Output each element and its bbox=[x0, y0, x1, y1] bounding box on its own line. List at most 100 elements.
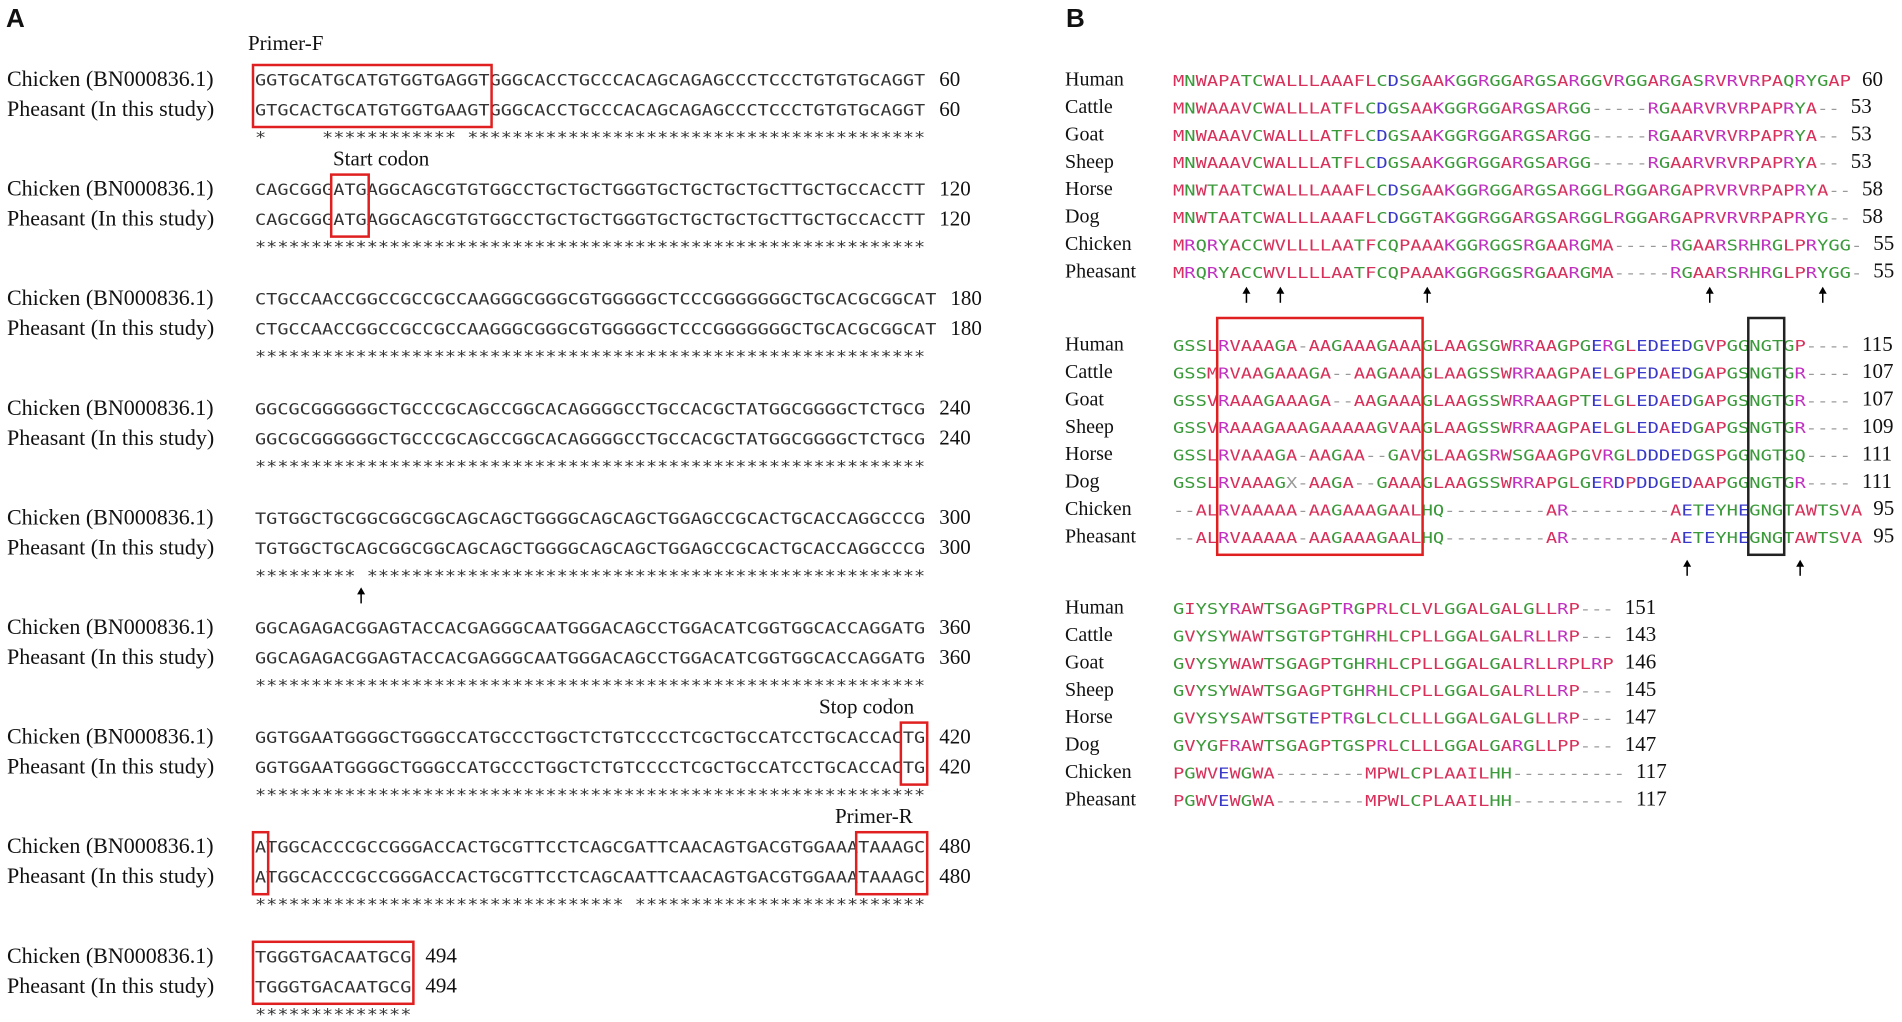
annotation: Start codon bbox=[333, 146, 430, 170]
consensus: ************** bbox=[255, 1004, 411, 1022]
residue: R bbox=[1557, 709, 1570, 727]
residue: H bbox=[1501, 764, 1512, 782]
residue: S bbox=[1275, 600, 1286, 618]
residue: A bbox=[1659, 364, 1670, 382]
residue: R bbox=[1376, 737, 1389, 755]
residue: P bbox=[1602, 654, 1613, 672]
residue: T bbox=[1241, 181, 1252, 199]
residue: - bbox=[1580, 791, 1591, 809]
residue: L bbox=[1286, 209, 1297, 227]
residue: G bbox=[1840, 236, 1851, 254]
residue: A bbox=[1580, 419, 1591, 437]
residue: M bbox=[1591, 236, 1602, 254]
residue: L bbox=[1207, 528, 1218, 546]
residue: D bbox=[1682, 419, 1693, 437]
residue: Q bbox=[1795, 446, 1806, 464]
species-name: Chicken bbox=[1065, 498, 1132, 520]
residue: - bbox=[1580, 709, 1591, 727]
residue: L bbox=[1309, 99, 1320, 117]
residue: - bbox=[1817, 364, 1828, 382]
residue: - bbox=[1512, 501, 1523, 519]
residue: V bbox=[1738, 181, 1749, 199]
residue: G bbox=[1173, 446, 1184, 464]
residue: L bbox=[1535, 627, 1546, 645]
residue: G bbox=[1783, 474, 1794, 492]
residue: V bbox=[1207, 791, 1218, 809]
annotation: Primer-R bbox=[835, 804, 913, 828]
residue: A bbox=[1456, 337, 1467, 355]
residue: G bbox=[1817, 72, 1828, 90]
residue: S bbox=[1489, 391, 1500, 409]
residue: L bbox=[1546, 627, 1557, 645]
residue: G bbox=[1614, 337, 1625, 355]
residue: C bbox=[1252, 181, 1263, 199]
residue: A bbox=[1444, 764, 1455, 782]
residue: A bbox=[1602, 263, 1613, 281]
residue: H bbox=[1376, 682, 1387, 700]
position-number: 53 bbox=[1851, 94, 1872, 118]
residue: G bbox=[1727, 337, 1738, 355]
residue: V bbox=[1704, 337, 1715, 355]
residue: A bbox=[1704, 364, 1715, 382]
residue: - bbox=[1828, 154, 1839, 172]
residue: S bbox=[1207, 654, 1218, 672]
residue: P bbox=[1783, 181, 1794, 199]
residue: - bbox=[1625, 236, 1636, 254]
residue: W bbox=[1501, 337, 1514, 355]
residue: - bbox=[1489, 528, 1500, 546]
residue: G bbox=[1376, 364, 1387, 382]
residue: R bbox=[1602, 446, 1615, 464]
residue: - bbox=[1636, 263, 1647, 281]
species-name: Dog bbox=[1065, 471, 1099, 493]
residue: - bbox=[1817, 126, 1828, 144]
residue: T bbox=[1331, 99, 1342, 117]
species-name: Chicken bbox=[1065, 761, 1132, 783]
residue: E bbox=[1670, 364, 1681, 382]
residue: R bbox=[1557, 682, 1570, 700]
residue: P bbox=[1376, 764, 1387, 782]
residue: G bbox=[1309, 654, 1320, 672]
residue: - bbox=[1602, 99, 1613, 117]
position-number: 143 bbox=[1625, 622, 1657, 646]
residue: S bbox=[1184, 474, 1195, 492]
residue: D bbox=[1682, 446, 1693, 464]
residue: S bbox=[1399, 126, 1410, 144]
residue: A bbox=[1207, 72, 1218, 90]
residue: - bbox=[1489, 501, 1500, 519]
residue: G bbox=[1478, 126, 1489, 144]
residue: A bbox=[1399, 446, 1410, 464]
residue: A bbox=[1648, 209, 1659, 227]
residue: A bbox=[1670, 99, 1681, 117]
residue: A bbox=[1320, 419, 1331, 437]
residue: E bbox=[1670, 474, 1681, 492]
residue: L bbox=[1478, 682, 1489, 700]
residue: G bbox=[1467, 419, 1478, 437]
residue: G bbox=[1354, 600, 1365, 618]
residue: C bbox=[1376, 709, 1387, 727]
residue: L bbox=[1625, 446, 1636, 464]
residue: G bbox=[1659, 126, 1670, 144]
residue: N bbox=[1184, 99, 1195, 117]
residue: P bbox=[1795, 337, 1806, 355]
residue: Q bbox=[1433, 501, 1444, 519]
residue: G bbox=[1467, 364, 1478, 382]
residue: V bbox=[1184, 654, 1195, 672]
residue: G bbox=[1817, 209, 1828, 227]
residue: - bbox=[1320, 764, 1331, 782]
residue: - bbox=[1580, 737, 1591, 755]
residue: G bbox=[1331, 474, 1342, 492]
residue: R bbox=[1795, 391, 1808, 409]
annotation: Primer-F bbox=[248, 31, 323, 55]
residue: G bbox=[1331, 528, 1342, 546]
residue: W bbox=[1252, 600, 1265, 618]
residue: G bbox=[1286, 737, 1297, 755]
residue: T bbox=[1263, 654, 1274, 672]
residue: P bbox=[1625, 474, 1636, 492]
residue: - bbox=[1602, 154, 1613, 172]
residue: A bbox=[1444, 391, 1455, 409]
residue: R bbox=[1467, 99, 1480, 117]
